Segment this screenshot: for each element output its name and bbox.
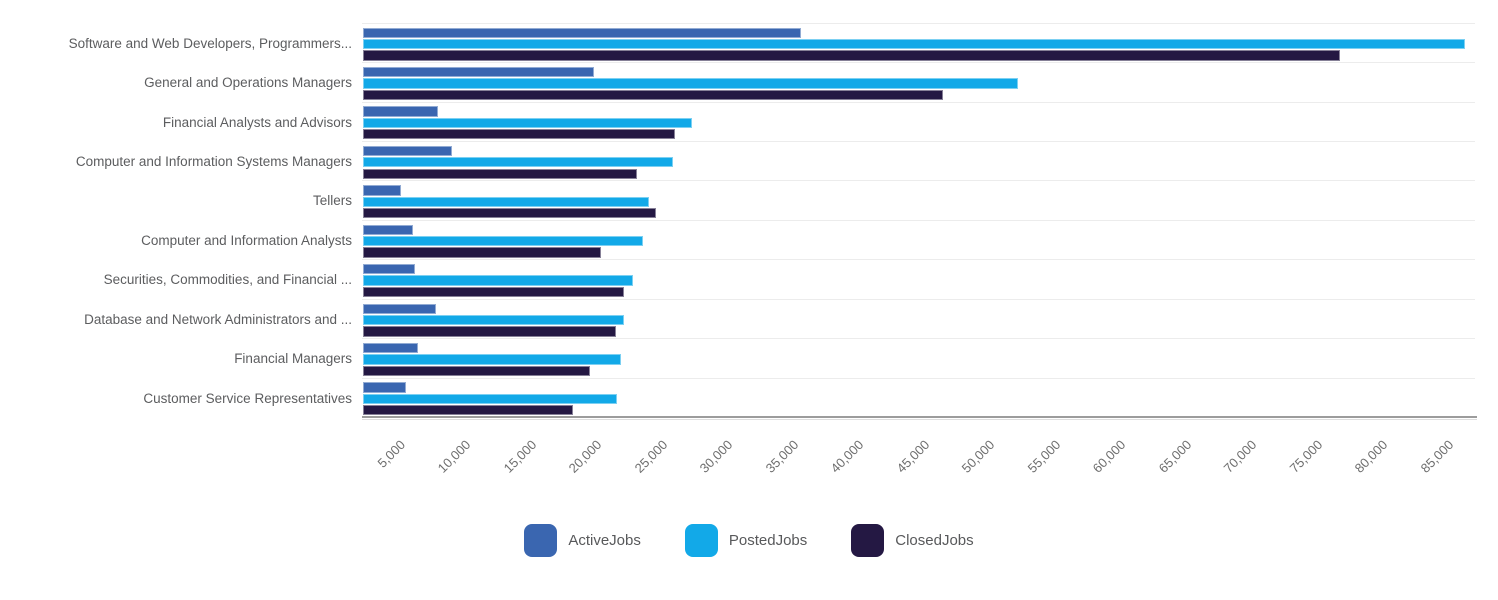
bar-postedjobs[interactable] bbox=[363, 314, 624, 326]
bar-postedjobs[interactable] bbox=[363, 275, 633, 286]
bar-postedjobs[interactable] bbox=[363, 78, 1018, 89]
bar-closedjobs[interactable] bbox=[363, 89, 944, 101]
bar-activejobs[interactable] bbox=[363, 27, 801, 38]
category-label: Software and Web Developers, Programmers… bbox=[68, 35, 352, 51]
category-label: Computer and Information Systems Manager… bbox=[75, 153, 352, 169]
category-label: Database and Network Administrators and … bbox=[84, 311, 352, 327]
bar-activejobs[interactable] bbox=[363, 342, 419, 354]
category-label: Securities, Commodities, and Financial .… bbox=[103, 272, 352, 288]
category-label: Financial Managers bbox=[234, 351, 352, 367]
bar-closedjobs[interactable] bbox=[363, 405, 573, 416]
row-separator-line bbox=[362, 298, 1475, 300]
x-axis-tick-label: 30,000 bbox=[696, 437, 736, 476]
bar-activejobs[interactable] bbox=[363, 145, 453, 157]
legend-label: PostedJobs bbox=[728, 532, 808, 549]
row-separator-line bbox=[362, 259, 1475, 261]
x-axis-tick-label: 40,000 bbox=[827, 437, 867, 476]
bar-activejobs[interactable] bbox=[363, 224, 413, 235]
bar-closedjobs[interactable] bbox=[363, 286, 624, 298]
bar-activejobs[interactable] bbox=[363, 106, 438, 117]
legend-swatch-closedjobs[interactable] bbox=[851, 524, 885, 557]
category-label: Computer and Information Analysts bbox=[141, 232, 352, 248]
bar-closedjobs[interactable] bbox=[363, 129, 675, 140]
x-axis-shadow-line bbox=[362, 419, 1477, 421]
bar-postedjobs[interactable] bbox=[363, 117, 692, 129]
row-separator-line bbox=[362, 219, 1475, 221]
x-axis-tick-label: 60,000 bbox=[1089, 437, 1129, 476]
bar-activejobs[interactable] bbox=[363, 185, 401, 196]
bar-activejobs[interactable] bbox=[363, 264, 416, 275]
legend-swatch-activejobs[interactable] bbox=[524, 524, 558, 557]
legend-item-postedjobs[interactable]: PostedJobs bbox=[684, 524, 808, 557]
legend-swatch-postedjobs[interactable] bbox=[684, 524, 718, 557]
category-label: Financial Analysts and Advisors bbox=[162, 114, 352, 130]
row-separator-line bbox=[362, 101, 1475, 103]
x-axis-tick-label: 80,000 bbox=[1351, 437, 1391, 476]
legend-label: ClosedJobs bbox=[895, 532, 974, 549]
row-separator-line bbox=[362, 377, 1475, 379]
row-separator-line bbox=[362, 338, 1475, 340]
chart-legend: ActiveJobs PostedJobs ClosedJobs bbox=[0, 524, 1498, 557]
x-axis-tick-label: 10,000 bbox=[434, 437, 474, 476]
row-separator-line bbox=[362, 180, 1475, 182]
bar-activejobs[interactable] bbox=[363, 303, 437, 314]
x-axis-tick-label: 70,000 bbox=[1220, 437, 1260, 476]
bar-closedjobs[interactable] bbox=[363, 326, 616, 337]
bar-closedjobs[interactable] bbox=[363, 50, 1341, 61]
legend-item-activejobs[interactable]: ActiveJobs bbox=[524, 524, 641, 557]
x-axis-tick-label: 15,000 bbox=[500, 437, 540, 476]
legend-item-closedjobs[interactable]: ClosedJobs bbox=[851, 524, 974, 557]
x-axis-tick-label: 25,000 bbox=[631, 437, 671, 476]
bar-closedjobs[interactable] bbox=[363, 208, 657, 219]
x-axis-tick-label: 75,000 bbox=[1286, 437, 1326, 476]
legend-label: ActiveJobs bbox=[568, 532, 641, 549]
x-axis-tick-label: 45,000 bbox=[893, 437, 933, 476]
bar-closedjobs[interactable] bbox=[363, 168, 637, 179]
bar-postedjobs[interactable] bbox=[363, 38, 1465, 50]
row-separator-line bbox=[362, 140, 1475, 142]
x-axis-tick-label: 20,000 bbox=[565, 437, 605, 476]
bar-closedjobs[interactable] bbox=[363, 365, 590, 377]
bar-postedjobs[interactable] bbox=[363, 236, 644, 247]
x-axis-tick-label: 5,000 bbox=[374, 437, 409, 471]
x-axis-tick-label: 50,000 bbox=[958, 437, 998, 476]
bar-postedjobs[interactable] bbox=[363, 354, 622, 365]
row-separator-line bbox=[362, 22, 1475, 24]
bar-postedjobs[interactable] bbox=[363, 196, 649, 207]
bar-postedjobs[interactable] bbox=[363, 157, 674, 168]
category-label: Tellers bbox=[312, 193, 352, 209]
category-label: General and Operations Managers bbox=[144, 75, 352, 91]
category-label: Customer Service Representatives bbox=[143, 390, 352, 406]
x-axis-tick-label: 35,000 bbox=[762, 437, 802, 476]
bar-postedjobs[interactable] bbox=[363, 393, 618, 405]
x-axis-tick-label: 65,000 bbox=[1155, 437, 1195, 476]
x-axis-line bbox=[362, 416, 1477, 419]
bar-closedjobs[interactable] bbox=[363, 247, 602, 258]
row-separator-line bbox=[362, 62, 1475, 64]
x-axis-tick-label: 55,000 bbox=[1024, 437, 1064, 476]
x-axis-tick-label: 85,000 bbox=[1417, 437, 1457, 476]
bar-activejobs[interactable] bbox=[363, 66, 594, 78]
bar-activejobs[interactable] bbox=[363, 382, 407, 393]
